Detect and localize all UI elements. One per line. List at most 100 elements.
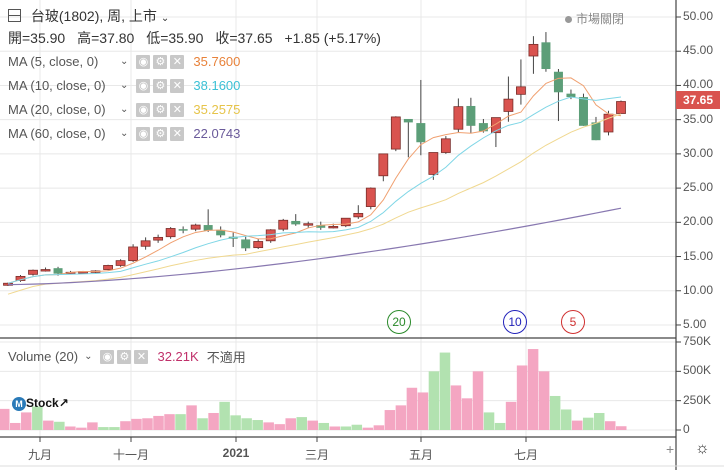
time-tick-label: 十一月 xyxy=(112,448,150,462)
candle xyxy=(516,86,526,95)
time-tick-label: 五月 xyxy=(408,448,434,462)
candle xyxy=(566,93,576,98)
ma-marker-10: 10 xyxy=(503,310,527,334)
candle xyxy=(291,220,301,225)
indicator-label: MA (5, close, 0) xyxy=(8,54,99,69)
gear-icon[interactable]: ⚙ xyxy=(153,102,168,117)
candle xyxy=(165,228,176,238)
close-icon[interactable]: ✕ xyxy=(170,54,185,69)
candle xyxy=(553,71,563,93)
settings-sun-icon[interactable]: ☼ xyxy=(695,440,710,457)
chevron-down-icon[interactable]: ⌄ xyxy=(120,56,129,67)
candle xyxy=(353,213,364,218)
candle xyxy=(578,97,588,126)
close-value: 收=37.65 xyxy=(215,30,273,46)
candle xyxy=(478,123,488,132)
candle xyxy=(403,118,413,123)
close-icon[interactable]: ✕ xyxy=(170,102,185,117)
close-icon[interactable]: ✕ xyxy=(170,78,185,93)
price-tick-label: 35.00 xyxy=(683,111,714,126)
market-status-label: 市場關閉 xyxy=(575,12,624,26)
market-status: 市場關閉 xyxy=(564,10,624,27)
visibility-icon[interactable]: ◉ xyxy=(100,349,115,364)
symbol-title[interactable]: 台玻(1802), 周, 上市 ⌄ xyxy=(8,6,169,26)
candle xyxy=(103,265,113,270)
candle xyxy=(378,153,389,177)
price-tick-label: 15.00 xyxy=(683,248,714,263)
indicator-ma20[interactable]: MA (20, close, 0) ⌄ ◉ ⚙ ✕ 35.2575 xyxy=(8,102,240,117)
chevron-down-icon[interactable]: ⌄ xyxy=(84,351,93,362)
chevron-down-icon[interactable]: ⌄ xyxy=(120,128,129,139)
candle xyxy=(316,225,326,228)
candle xyxy=(528,43,539,57)
add-icon[interactable]: + xyxy=(666,441,675,457)
low-value: 低=35.90 xyxy=(146,30,204,46)
volume-extra: 不適用 xyxy=(206,350,246,365)
candle xyxy=(278,219,289,230)
candle xyxy=(340,217,351,227)
price-tick-label: 45.00 xyxy=(683,43,714,58)
volume-label: Volume (20) xyxy=(8,349,79,364)
indicator-ma10[interactable]: MA (10, close, 0) ⌄ ◉ ⚙ ✕ 38.1600 xyxy=(8,78,240,93)
indicator-label: MA (10, close, 0) xyxy=(8,78,106,93)
price-tick-label: 10.00 xyxy=(683,282,714,297)
volume-value: 32.21K xyxy=(157,349,199,364)
chevron-down-icon[interactable]: ⌄ xyxy=(160,13,170,24)
candle xyxy=(503,98,514,112)
gear-icon[interactable]: ⚙ xyxy=(117,349,132,364)
candle xyxy=(153,236,164,241)
volume-tick-label: 750K xyxy=(683,334,712,348)
time-tick-label: 三月 xyxy=(304,448,330,462)
volume-tick-label: 0 xyxy=(683,422,690,436)
candle xyxy=(591,122,601,141)
candle xyxy=(453,106,464,130)
indicator-ma60[interactable]: MA (60, close, 0) ⌄ ◉ ⚙ ✕ 22.0743 xyxy=(8,126,240,141)
indicator-value: 38.1600 xyxy=(193,78,241,93)
candle xyxy=(466,105,476,126)
volume-indicator[interactable]: Volume (20) ⌄ ◉ ⚙ ✕ 32.21K 不適用 xyxy=(8,347,246,366)
visibility-icon[interactable]: ◉ xyxy=(136,102,151,117)
indicator-label: MA (20, close, 0) xyxy=(8,102,106,117)
gear-icon[interactable]: ⚙ xyxy=(153,78,168,93)
indicator-ma5[interactable]: MA (5, close, 0) ⌄ ◉ ⚙ ✕ 35.7600 xyxy=(8,54,240,69)
indicator-value: 35.7600 xyxy=(193,54,241,69)
last-price-tag: 37.65 xyxy=(676,91,720,109)
collapse-icon[interactable] xyxy=(8,9,21,22)
candle xyxy=(53,268,63,274)
visibility-icon[interactable]: ◉ xyxy=(136,78,151,93)
candle xyxy=(490,117,501,134)
candle xyxy=(541,42,551,70)
change-value: +1.85 (+5.17%) xyxy=(284,30,381,46)
candle xyxy=(140,240,151,247)
price-tick-label: 30.00 xyxy=(683,145,714,160)
candle xyxy=(115,260,126,266)
candle xyxy=(440,138,451,153)
price-tick-label: 50.00 xyxy=(683,9,714,23)
candle xyxy=(28,269,38,275)
candle xyxy=(40,269,51,272)
close-icon[interactable]: ✕ xyxy=(134,349,149,364)
gear-icon[interactable]: ⚙ xyxy=(153,126,168,141)
candle xyxy=(416,123,426,143)
watermark-logo: M Stock↗ xyxy=(12,396,69,411)
chevron-down-icon[interactable]: ⌄ xyxy=(120,80,129,91)
time-tick-label: 2021 xyxy=(222,446,250,460)
logo-text: Stock xyxy=(26,396,59,410)
price-tick-label: 40.00 xyxy=(683,77,714,92)
visibility-icon[interactable]: ◉ xyxy=(136,54,151,69)
candle xyxy=(216,229,226,236)
visibility-icon[interactable]: ◉ xyxy=(136,126,151,141)
status-dot-icon xyxy=(564,16,572,24)
candle xyxy=(365,187,376,207)
candle xyxy=(428,152,439,175)
candle xyxy=(328,226,339,229)
close-icon[interactable]: ✕ xyxy=(170,126,185,141)
candle xyxy=(203,225,213,231)
arrow-icon: ↗ xyxy=(58,396,69,410)
candle xyxy=(390,116,401,150)
price-tick-label: 20.00 xyxy=(683,214,714,229)
indicator-value: 35.2575 xyxy=(193,102,241,117)
chevron-down-icon[interactable]: ⌄ xyxy=(120,104,129,115)
gear-icon[interactable]: ⚙ xyxy=(153,54,168,69)
